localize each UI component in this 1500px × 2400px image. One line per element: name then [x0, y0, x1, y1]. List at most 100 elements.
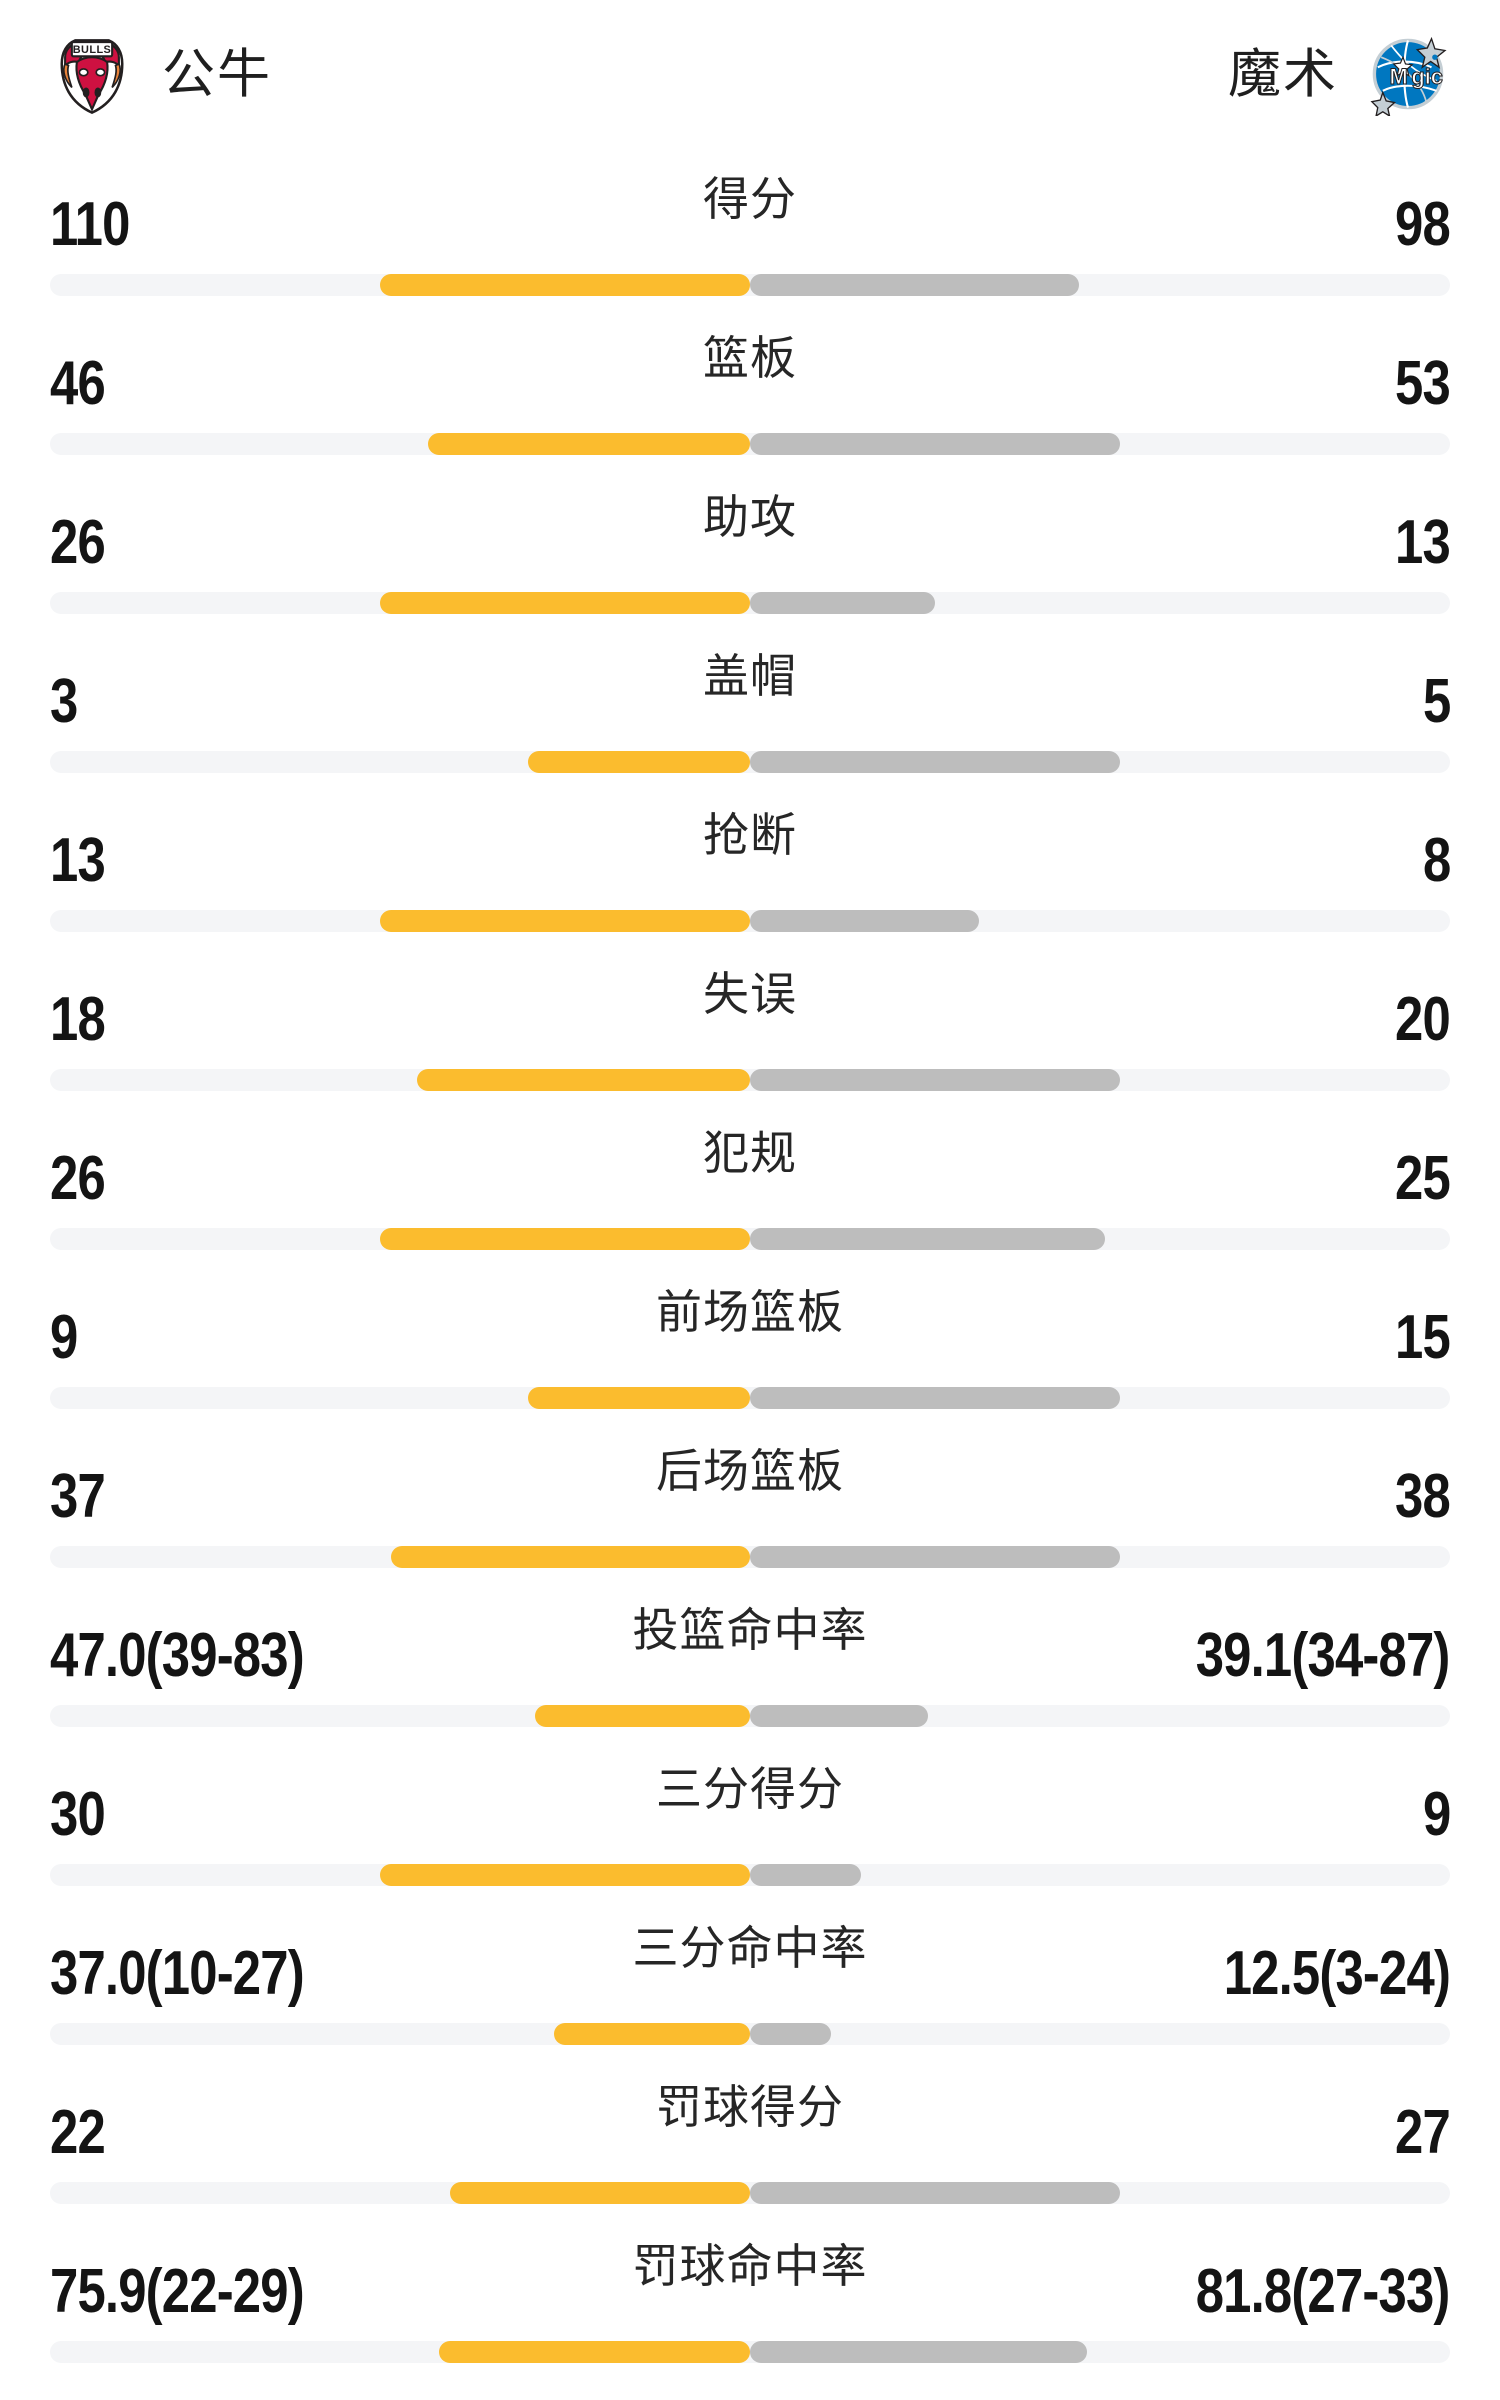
away-stat-bar: [750, 910, 980, 932]
away-team: 魔术 M gic: [1228, 32, 1450, 116]
stat-bar-track: [50, 910, 1450, 932]
stat-bar-track: [50, 1228, 1450, 1250]
home-stat-value: 47.0(39-83): [50, 1621, 305, 1690]
stat-row: 22 罚球得分 27: [50, 2056, 1451, 2215]
stat-label: 前场篮板: [656, 1286, 844, 1338]
stat-row-values: 3 盖帽 5: [50, 625, 1451, 736]
home-stat-bar: [528, 1387, 750, 1409]
home-team-name: 公牛: [162, 44, 272, 104]
home-stat-bar: [380, 1864, 750, 1886]
away-stat-value: 20: [1395, 985, 1451, 1054]
stat-bar-track: [50, 751, 1450, 773]
away-stat-value: 98: [1395, 190, 1451, 259]
stat-row: 9 前场篮板 15: [50, 1261, 1451, 1420]
home-stat-value: 75.9(22-29): [50, 2257, 305, 2326]
stat-row-values: 110 得分 98: [50, 148, 1451, 259]
away-stat-bar: [750, 751, 1120, 773]
stat-row: 46 篮板 53: [50, 307, 1451, 466]
home-stat-bar: [439, 2341, 750, 2363]
home-stat-value: 46: [50, 349, 106, 418]
home-stat-value: 3: [50, 667, 78, 736]
home-stat-value: 13: [50, 826, 106, 895]
home-stat-value: 9: [50, 1303, 78, 1372]
home-stat-value: 30: [50, 1780, 106, 1849]
away-stat-value: 38: [1395, 1462, 1451, 1531]
home-team: BULLS 公牛: [50, 32, 272, 116]
away-stat-bar: [750, 1228, 1106, 1250]
away-stat-value: 27: [1395, 2098, 1451, 2167]
away-stat-bar: [750, 1546, 1120, 1568]
away-stat-bar: [750, 1069, 1120, 1091]
away-stat-value: 15: [1395, 1303, 1451, 1372]
home-stat-bar: [380, 592, 750, 614]
stat-row-values: 30 三分得分 9: [50, 1738, 1451, 1849]
stat-bar-track: [50, 1864, 1450, 1886]
stat-rows-list: 110 得分 98 46 篮板 53 26 助攻 13 3 盖帽 5 13 抢断 8 18 失误 20 26 犯规 25…: [50, 148, 1451, 2374]
stat-label: 抢断: [703, 809, 797, 861]
stat-row: 3 盖帽 5: [50, 625, 1451, 784]
away-stat-bar: [750, 274, 1080, 296]
stat-row-values: 9 前场篮板 15: [50, 1261, 1451, 1372]
stat-row: 47.0(39-83) 投篮命中率 39.1(34-87): [50, 1579, 1451, 1738]
away-stat-value: 53: [1395, 349, 1451, 418]
away-stat-bar: [750, 433, 1120, 455]
away-stat-value: 12.5(3-24): [1223, 1939, 1451, 2008]
home-stat-value: 26: [50, 1144, 106, 1213]
svg-text:M: M: [1390, 64, 1408, 89]
matchup-header: BULLS 公牛 魔术: [50, 0, 1450, 148]
stat-row-values: 22 罚球得分 27: [50, 2056, 1451, 2167]
away-stat-bar: [750, 1387, 1120, 1409]
home-stat-bar: [428, 433, 750, 455]
stat-label: 罚球得分: [656, 2081, 844, 2133]
stat-label: 助攻: [703, 491, 797, 543]
away-stat-bar: [750, 2023, 832, 2045]
stat-row: 30 三分得分 9: [50, 1738, 1451, 1897]
stat-row-values: 26 犯规 25: [50, 1102, 1451, 1213]
stat-bar-track: [50, 274, 1450, 296]
away-stat-value: 5: [1422, 667, 1451, 736]
svg-text:BULLS: BULLS: [73, 44, 111, 56]
stat-row: 37.0(10-27) 三分命中率 12.5(3-24): [50, 1897, 1451, 2056]
stat-row-values: 26 助攻 13: [50, 466, 1451, 577]
away-stat-bar: [750, 592, 935, 614]
away-stat-value: 81.8(27-33): [1196, 2257, 1451, 2326]
home-stat-value: 37.0(10-27): [50, 1939, 305, 2008]
stat-row: 110 得分 98: [50, 148, 1451, 307]
stat-row: 18 失误 20: [50, 943, 1451, 1102]
stat-row: 26 犯规 25: [50, 1102, 1451, 1261]
home-stat-value: 18: [50, 985, 106, 1054]
stat-row-values: 37 后场篮板 38: [50, 1420, 1451, 1531]
stat-row-values: 37.0(10-27) 三分命中率 12.5(3-24): [50, 1897, 1451, 2008]
stat-row: 13 抢断 8: [50, 784, 1451, 943]
home-stat-value: 37: [50, 1462, 106, 1531]
stat-label: 后场篮板: [656, 1445, 844, 1497]
away-stat-value: 9: [1422, 1780, 1451, 1849]
home-stat-bar: [450, 2182, 750, 2204]
svg-text:gic: gic: [1411, 64, 1443, 89]
stat-row: 26 助攻 13: [50, 466, 1451, 625]
stat-bar-track: [50, 1387, 1450, 1409]
stat-bar-track: [50, 1705, 1450, 1727]
home-stat-bar: [391, 1546, 750, 1568]
away-stat-value: 13: [1395, 508, 1451, 577]
stat-row-values: 75.9(22-29) 罚球命中率 81.8(27-33): [50, 2215, 1451, 2326]
away-stat-value: 39.1(34-87): [1196, 1621, 1451, 1690]
away-stat-value: 8: [1422, 826, 1451, 895]
away-stat-value: 25: [1395, 1144, 1451, 1213]
stat-row: 75.9(22-29) 罚球命中率 81.8(27-33): [50, 2215, 1451, 2374]
stat-label: 犯规: [703, 1127, 797, 1179]
home-stat-bar: [380, 910, 750, 932]
home-stat-bar: [528, 751, 750, 773]
home-stat-bar: [417, 1069, 750, 1091]
home-stat-bar: [553, 2023, 750, 2045]
stat-bar-track: [50, 2182, 1450, 2204]
stat-label: 得分: [703, 173, 797, 225]
stat-row-values: 46 篮板 53: [50, 307, 1451, 418]
stat-row-values: 18 失误 20: [50, 943, 1451, 1054]
stat-bar-track: [50, 592, 1450, 614]
away-stat-bar: [750, 1705, 928, 1727]
stat-label: 篮板: [703, 332, 797, 384]
stat-label: 失误: [703, 968, 797, 1020]
home-stat-bar: [380, 1228, 750, 1250]
